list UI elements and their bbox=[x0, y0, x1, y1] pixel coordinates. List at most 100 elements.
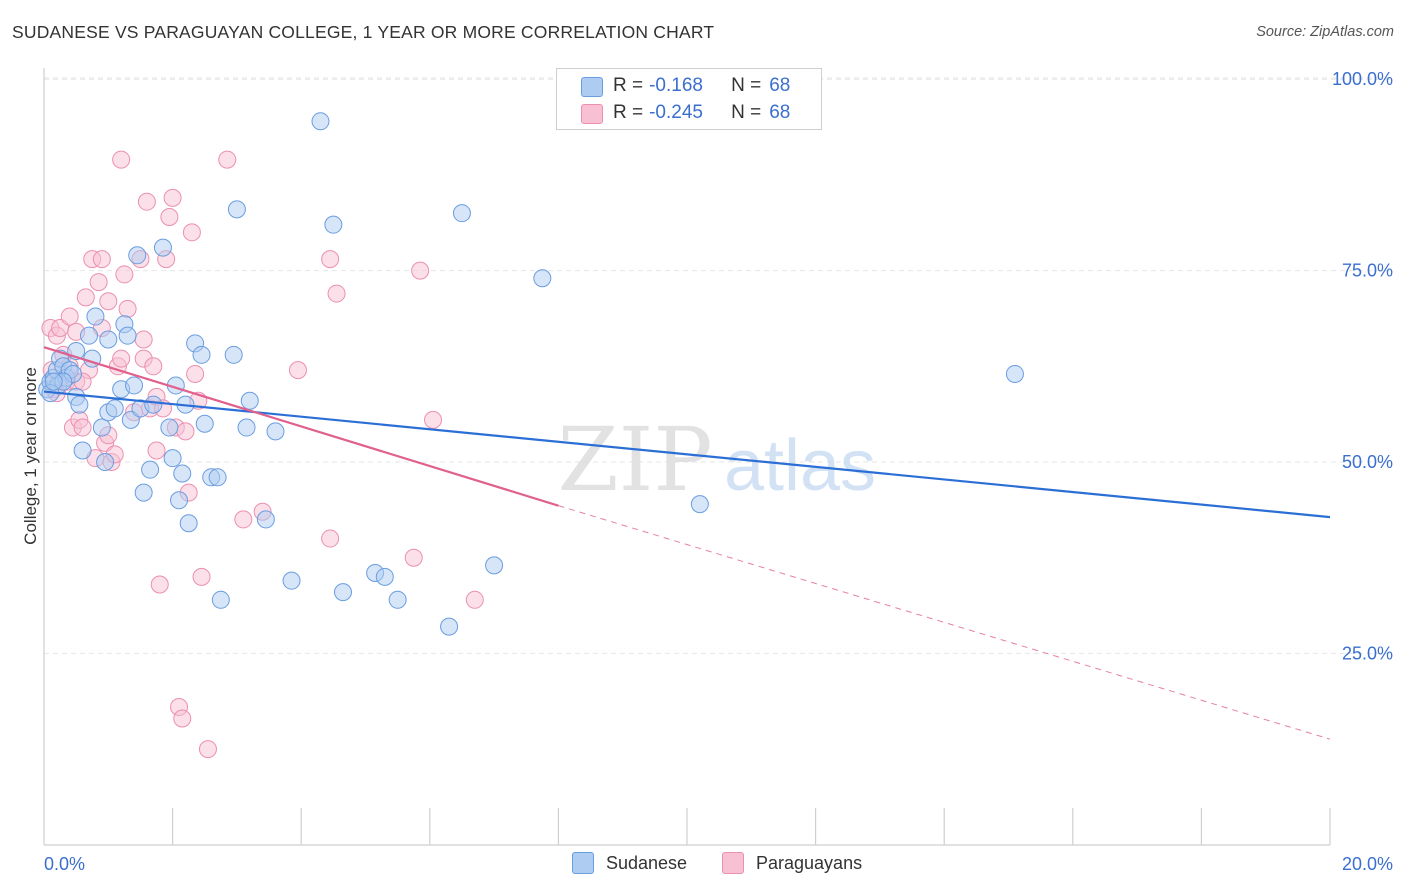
series-legend: Sudanese Paraguayans bbox=[0, 852, 1406, 878]
sudanese-point bbox=[86, 307, 105, 326]
paraguayans-point bbox=[198, 740, 217, 759]
legend-item-paraguayans[interactable]: Paraguayans bbox=[722, 852, 862, 874]
paraguayans-point bbox=[147, 441, 166, 460]
paraguayans-trend-line bbox=[43, 346, 559, 507]
chart-title: SUDANESE VS PARAGUAYAN COLLEGE, 1 YEAR O… bbox=[12, 22, 715, 42]
paraguayans-point bbox=[89, 273, 108, 292]
paraguayans-point bbox=[144, 357, 163, 376]
sudanese-point bbox=[125, 376, 144, 395]
paraguayans-point bbox=[186, 364, 205, 383]
sudanese-point bbox=[134, 483, 153, 502]
legend-item-sudanese[interactable]: Sudanese bbox=[572, 852, 687, 874]
sudanese-point bbox=[170, 491, 189, 510]
sudanese-point bbox=[240, 391, 259, 410]
axes bbox=[43, 68, 1331, 846]
sudanese-point bbox=[266, 422, 285, 441]
sudanese-point bbox=[121, 410, 140, 429]
r-value: -0.245 bbox=[649, 102, 703, 123]
sudanese-point bbox=[333, 583, 352, 602]
sudanese-point bbox=[73, 441, 92, 460]
sudanese-point bbox=[144, 395, 163, 414]
y-tick-label: 75.0% bbox=[1342, 261, 1393, 281]
correlation-legend: R = -0.168 N = 68 R = -0.245 N = 68 bbox=[556, 68, 822, 130]
paraguayans-point bbox=[76, 288, 95, 307]
n-label: N = bbox=[731, 102, 762, 123]
sudanese-point bbox=[324, 215, 343, 234]
paraguayans-point bbox=[112, 150, 131, 169]
paraguayans-point bbox=[218, 150, 237, 169]
n-value: 68 bbox=[769, 102, 791, 123]
r-label: R = bbox=[613, 75, 644, 96]
paraguayans-point bbox=[134, 330, 153, 349]
sudanese-point bbox=[195, 414, 214, 433]
sudanese-point bbox=[70, 395, 89, 414]
paraguayans-swatch bbox=[581, 104, 603, 124]
y-tick-label: 50.0% bbox=[1342, 452, 1393, 472]
paraguayans-point bbox=[424, 410, 443, 429]
sudanese-point bbox=[92, 418, 111, 437]
sudanese-point bbox=[388, 590, 407, 609]
sudanese-swatch bbox=[581, 77, 603, 97]
sudanese-swatch bbox=[572, 852, 594, 874]
watermark: ZIP atlas bbox=[557, 408, 876, 511]
sudanese-point bbox=[211, 590, 230, 609]
grid-lines bbox=[44, 77, 1392, 654]
legend-row-sudanese: R = -0.168 N = 68 bbox=[581, 74, 790, 98]
paraguayans-point bbox=[60, 307, 79, 326]
paraguayans-point bbox=[99, 292, 118, 311]
paraguayans-point bbox=[163, 188, 182, 207]
sudanese-point bbox=[208, 468, 227, 487]
paraguayans-point bbox=[73, 418, 92, 437]
sudanese-point bbox=[105, 399, 124, 418]
sudanese-point bbox=[153, 238, 172, 257]
sudanese-point bbox=[163, 449, 182, 468]
sudanese-point bbox=[173, 464, 192, 483]
trend-lines bbox=[43, 346, 1331, 740]
paraguayans-swatch bbox=[722, 852, 744, 874]
paraguayans-point bbox=[411, 261, 430, 280]
legend-row-paraguayans: R = -0.245 N = 68 bbox=[581, 101, 791, 125]
r-label: R = bbox=[613, 102, 644, 123]
paraguayans-point bbox=[137, 192, 156, 211]
paraguayans-point bbox=[234, 510, 253, 529]
sudanese-point bbox=[237, 418, 256, 437]
sudanese-point bbox=[192, 345, 211, 364]
sudanese-points bbox=[38, 112, 1024, 636]
sudanese-point bbox=[80, 326, 99, 345]
paraguayans-point bbox=[321, 529, 340, 548]
legend-label-paraguayans: Paraguayans bbox=[756, 852, 863, 873]
sudanese-point bbox=[160, 418, 179, 437]
paraguayans-point bbox=[118, 299, 137, 318]
paraguayans-point bbox=[192, 567, 211, 586]
sudanese-point bbox=[690, 495, 709, 514]
paraguayans-point bbox=[115, 265, 134, 284]
paraguayans-point bbox=[112, 349, 131, 368]
paraguayans-point bbox=[150, 575, 169, 594]
paraguayans-point bbox=[288, 361, 307, 380]
sudanese-point bbox=[533, 269, 552, 288]
y-tick-label: 25.0% bbox=[1342, 643, 1393, 663]
sudanese-point bbox=[256, 510, 275, 529]
y-tick-label: 100.0% bbox=[1332, 69, 1393, 89]
source-credit: Source: ZipAtlas.com bbox=[1256, 24, 1394, 40]
sudanese-point bbox=[224, 345, 243, 364]
paraguayans-point bbox=[321, 250, 340, 269]
sudanese-point bbox=[1005, 364, 1024, 383]
paraguayans-trend-extension bbox=[558, 505, 1331, 740]
sudanese-point bbox=[311, 112, 330, 131]
sudanese-point bbox=[128, 246, 147, 265]
sudanese-point bbox=[141, 460, 160, 479]
sudanese-point bbox=[118, 326, 137, 345]
paraguayans-point bbox=[404, 548, 423, 567]
x-tick-label: 20.0% bbox=[1342, 854, 1393, 874]
paraguayans-point bbox=[92, 250, 111, 269]
r-value: -0.168 bbox=[649, 75, 703, 96]
sudanese-point bbox=[282, 571, 301, 590]
paraguayans-point bbox=[160, 208, 179, 227]
sudanese-point bbox=[44, 372, 63, 391]
n-label: N = bbox=[731, 75, 762, 96]
paraguayans-point bbox=[465, 590, 484, 609]
sudanese-point bbox=[96, 453, 115, 471]
paraguayans-point bbox=[176, 422, 195, 441]
